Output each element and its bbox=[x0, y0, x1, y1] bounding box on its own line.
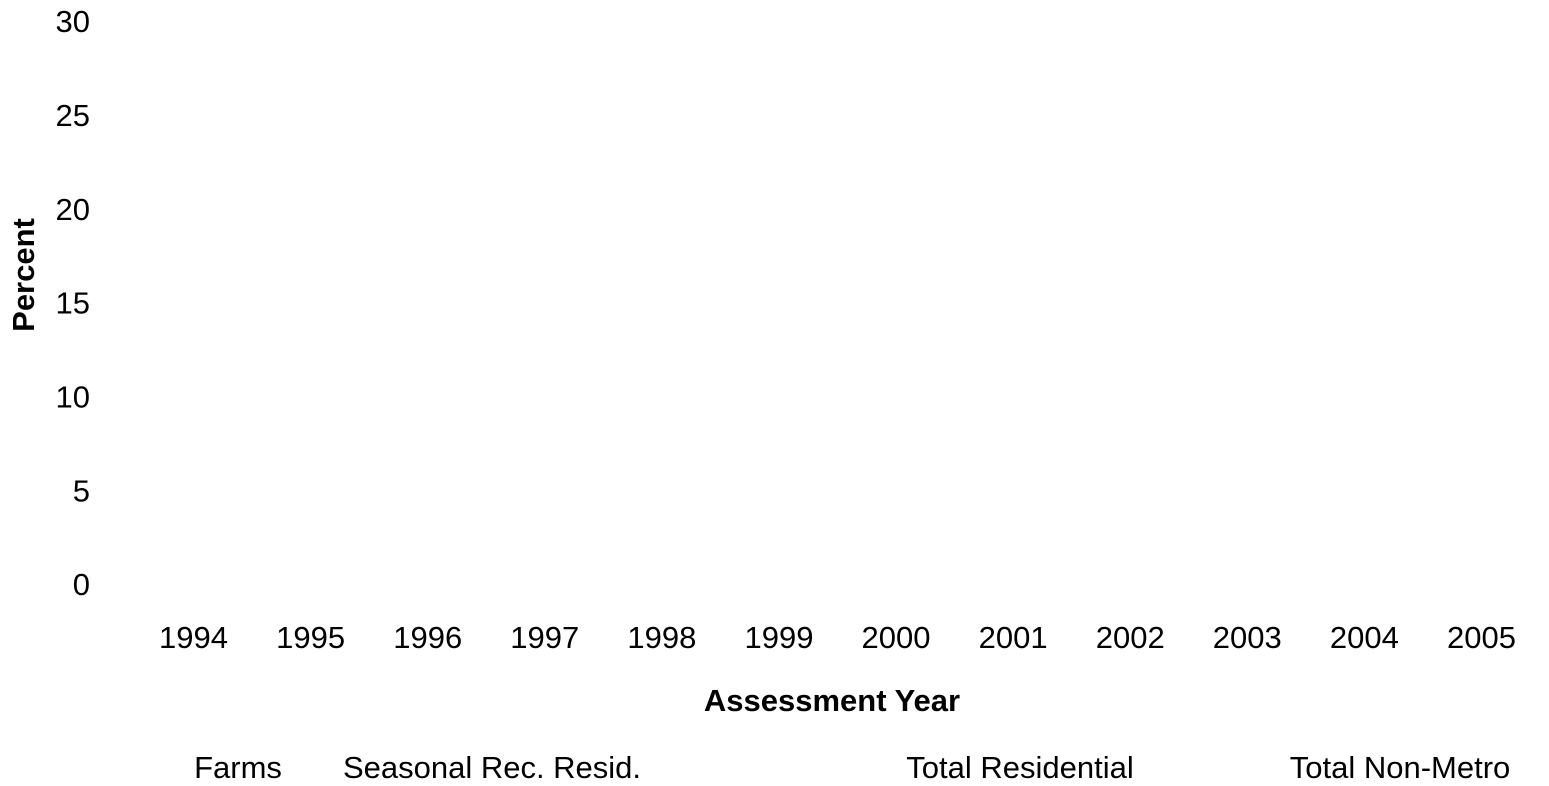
y-tick-label: 20 bbox=[56, 192, 90, 227]
x-tick-label: 2001 bbox=[979, 620, 1048, 655]
x-tick-label: 1997 bbox=[510, 620, 579, 655]
x-axis-title: Assessment Year bbox=[704, 683, 960, 718]
y-tick-label: 30 bbox=[56, 4, 90, 39]
y-tick-label: 0 bbox=[73, 567, 90, 602]
y-tick-label: 25 bbox=[56, 98, 90, 133]
x-tick-label: 2005 bbox=[1447, 620, 1516, 655]
legend-label: Total Residential bbox=[906, 750, 1133, 785]
y-tick-label: 5 bbox=[73, 473, 90, 508]
legend-label: Total Non-Metro bbox=[1290, 750, 1511, 785]
x-tick-label: 1998 bbox=[627, 620, 696, 655]
x-tick-label: 2002 bbox=[1096, 620, 1165, 655]
legend-label: Seasonal Rec. Resid. bbox=[343, 750, 641, 785]
legend-label: Farms bbox=[194, 750, 282, 785]
x-tick-label: 1995 bbox=[276, 620, 345, 655]
x-tick-label: 2000 bbox=[862, 620, 931, 655]
x-tick-label: 1994 bbox=[159, 620, 228, 655]
y-tick-label: 10 bbox=[56, 380, 90, 415]
y-axis-title: Percent bbox=[6, 218, 41, 332]
x-tick-label: 1999 bbox=[744, 620, 813, 655]
y-tick-label: 15 bbox=[56, 286, 90, 321]
x-tick-label: 2004 bbox=[1330, 620, 1399, 655]
x-tick-label: 2003 bbox=[1213, 620, 1282, 655]
x-tick-label: 1996 bbox=[393, 620, 462, 655]
